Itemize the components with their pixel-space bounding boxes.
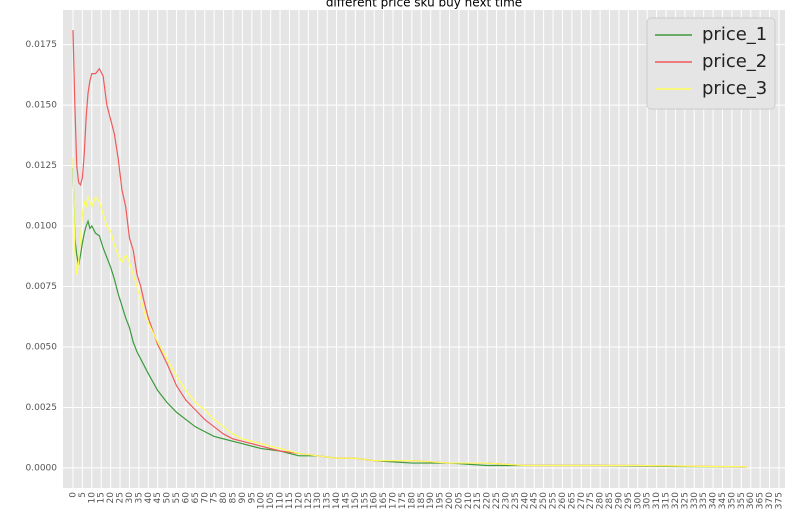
x-tick-label: 325 [680,492,690,509]
x-tick-label: 370 [765,492,775,509]
x-tick-label: 185 [417,492,427,509]
x-tick-label: 15 [97,492,107,503]
x-tick-label: 105 [266,492,276,509]
x-tick-label: 125 [304,492,314,509]
x-tick-label: 215 [473,492,483,509]
x-tick-label: 95 [247,492,257,503]
x-tick-label: 75 [210,492,220,503]
x-tick-label: 170 [389,492,399,509]
x-tick-label: 115 [285,492,295,509]
x-tick-label: 375 [774,492,784,509]
x-tick-label: 280 [596,492,606,509]
x-tick-label: 85 [229,492,239,503]
x-tick-label: 250 [539,492,549,509]
x-tick-label: 150 [351,492,361,509]
x-tick-label: 5 [78,492,88,498]
x-tick-label: 110 [276,492,286,509]
x-tick-label: 240 [520,492,530,509]
x-tick-label: 35 [134,492,144,503]
x-tick-label: 155 [360,492,370,509]
x-tick-label: 265 [567,492,577,509]
x-tick-label: 195 [436,492,446,509]
x-tick-label: 225 [492,492,502,509]
y-tick-label: 0.0100 [26,222,58,232]
x-tick-label: 365 [756,492,766,509]
x-tick-label: 290 [614,492,624,509]
x-tick-label: 210 [464,492,474,509]
y-tick-label: 0.0150 [26,101,58,111]
x-tick-label: 340 [709,492,719,509]
x-tick-label: 100 [257,492,267,509]
data-line [72,167,747,468]
y-tick-label: 0.0025 [26,403,58,413]
x-tick-label: 275 [586,492,596,509]
x-tick-label: 65 [191,492,201,503]
x-tick-label: 300 [633,492,643,509]
x-tick-label: 90 [238,492,248,504]
x-tick-label: 140 [332,492,342,509]
y-tick-label: 0.0000 [26,463,58,473]
x-tick-label: 190 [426,492,436,509]
x-tick-label: 220 [483,492,493,509]
x-tick-label: 10 [87,492,97,504]
x-tick-label: 160 [370,492,380,509]
x-tick-label: 205 [454,492,464,509]
y-tick-label: 0.0175 [26,40,58,50]
data-line [72,158,747,468]
x-tick-label: 0 [68,492,78,498]
y-tick-label: 0.0125 [26,161,58,171]
x-tick-label: 285 [605,492,615,509]
legend-label: price_3 [702,78,767,99]
x-tick-label: 305 [643,492,653,509]
chart-title: different price sku buy next time [326,0,522,10]
x-tick-label: 360 [746,492,756,509]
x-tick-label: 270 [577,492,587,509]
x-tick-label: 245 [530,492,540,509]
x-tick-label: 50 [163,492,173,504]
x-tick-label: 145 [341,492,351,509]
x-tick-label: 70 [200,492,210,504]
x-tick-label: 55 [172,492,182,503]
x-tick-label: 40 [144,492,154,504]
x-tick-label: 60 [181,492,191,504]
x-tick-label: 315 [662,492,672,509]
x-tick-label: 20 [106,492,116,504]
x-tick-label: 295 [624,492,634,509]
legend-box [646,17,776,110]
x-tick-label: 180 [407,492,417,509]
legend-label: price_2 [702,51,767,72]
x-tick-label: 345 [718,492,728,509]
x-tick-label: 200 [445,492,455,509]
x-tick-label: 130 [313,492,323,509]
x-tick-label: 120 [294,492,304,509]
x-tick-label: 25 [116,492,126,503]
x-tick-label: 320 [671,492,681,509]
x-tick-label: 235 [511,492,521,509]
x-tick-label: 30 [125,492,135,504]
x-tick-label: 135 [323,492,333,509]
x-tick-label: 255 [549,492,559,509]
y-tick-label: 0.0050 [26,342,58,352]
x-tick-label: 80 [219,492,229,504]
x-tick-label: 230 [501,492,511,509]
x-tick-label: 330 [690,492,700,509]
y-tick-label: 0.0075 [26,282,58,292]
x-tick-label: 335 [699,492,709,509]
x-tick-label: 175 [398,492,408,509]
legend-label: price_1 [702,24,767,45]
x-tick-label: 310 [652,492,662,509]
x-tick-label: 165 [379,492,389,509]
x-tick-label: 355 [737,492,747,509]
x-tick-label: 260 [558,492,568,509]
x-tick-label: 45 [153,492,163,503]
x-tick-label: 350 [727,492,737,509]
